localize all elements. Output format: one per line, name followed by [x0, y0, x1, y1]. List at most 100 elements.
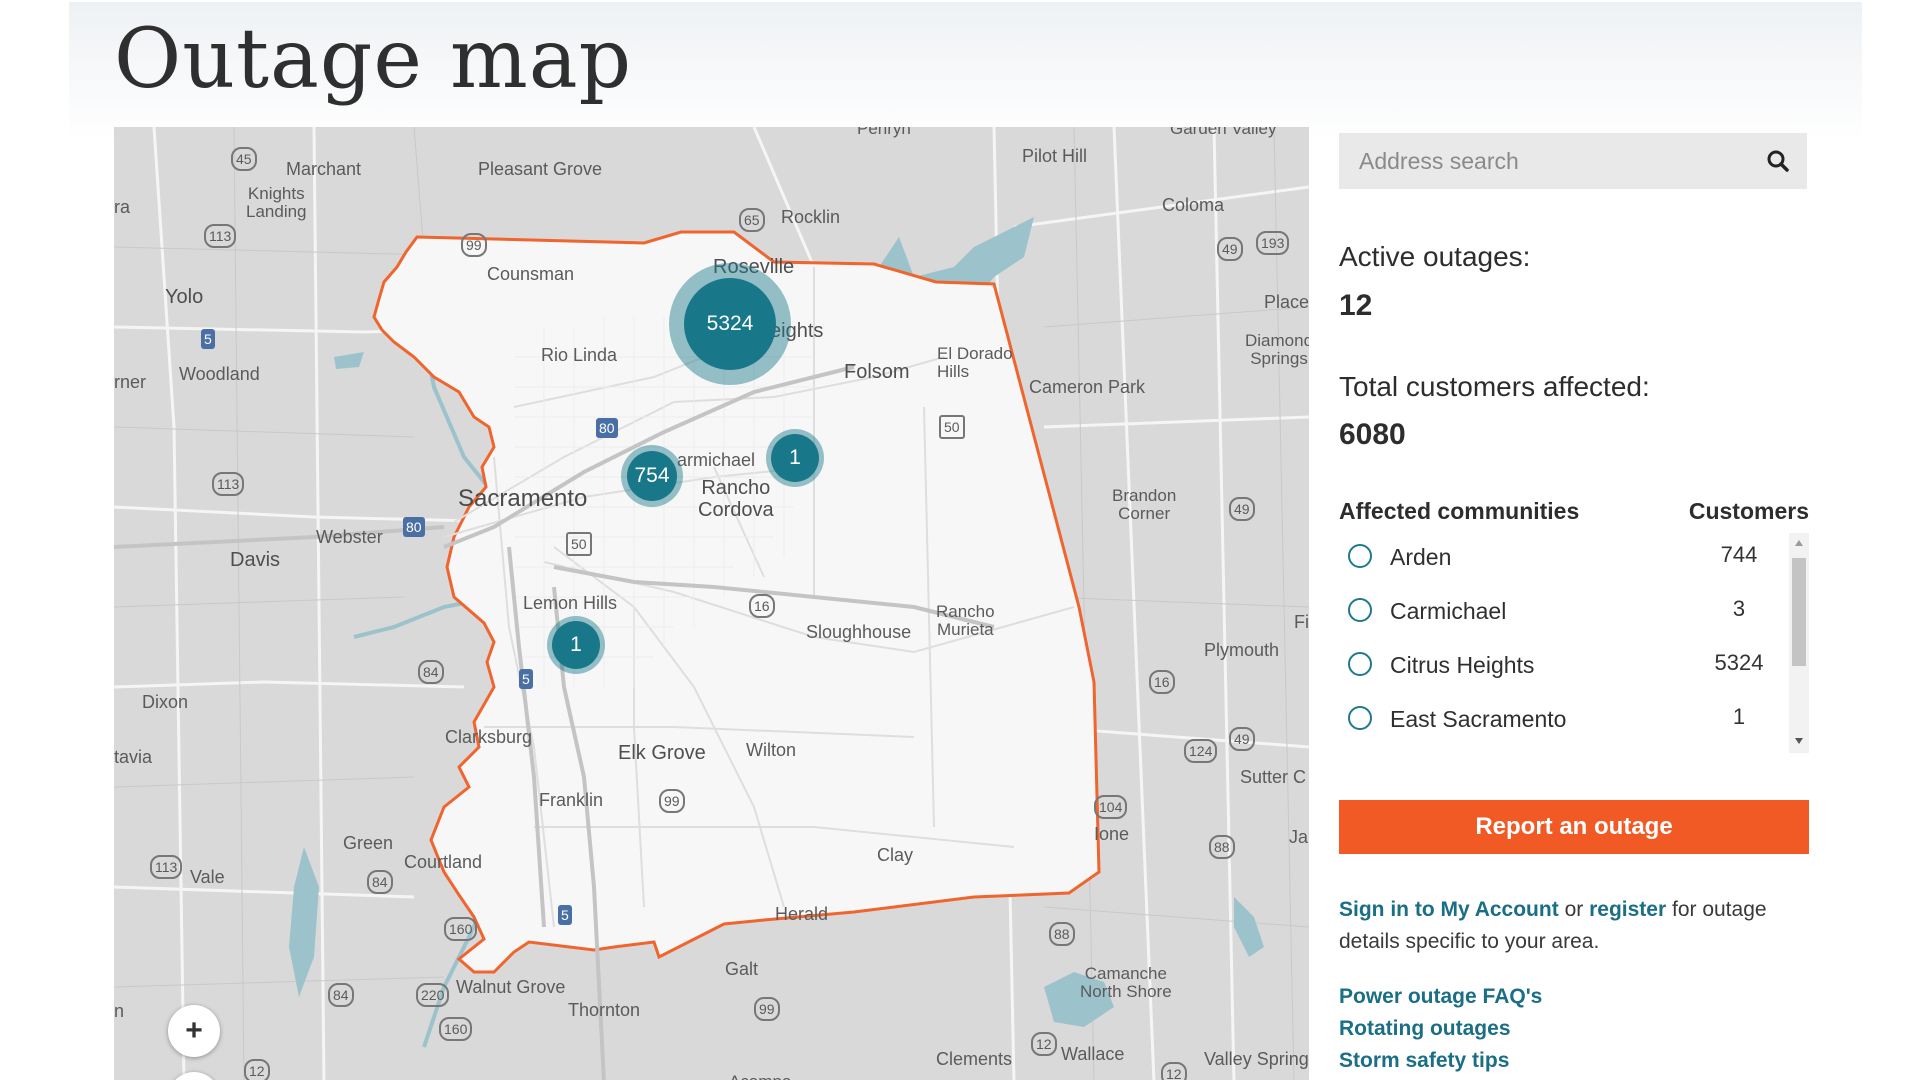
shield-193: 193 — [1256, 231, 1290, 255]
shield-65: 65 — [739, 208, 765, 232]
cluster-count: 754 — [634, 464, 670, 487]
shield-12c: 12 — [1161, 1062, 1187, 1080]
report-outage-button[interactable]: Report an outage — [1339, 800, 1809, 854]
outage-map[interactable]: 45 113 99 65 193 49 5 80 50 113 80 50 49… — [114, 127, 1309, 1080]
label-folsom: Folsom — [844, 361, 910, 383]
plus-icon: + — [185, 1014, 203, 1047]
active-outages-value: 12 — [1339, 289, 1373, 322]
zoom-out-button[interactable] — [168, 1072, 220, 1080]
rotating-outages-link[interactable]: Rotating outages — [1339, 1017, 1511, 1040]
storm-safety-tips-link[interactable]: Storm safety tips — [1339, 1049, 1510, 1072]
label-acampo: Acampo — [729, 1072, 791, 1080]
shield-88: 88 — [1209, 835, 1235, 859]
label-valley-springs: Valley Spring — [1204, 1049, 1309, 1069]
community-radio[interactable] — [1348, 598, 1372, 622]
shield-5c: 5 — [558, 905, 572, 925]
outage-cluster-lemon-hills[interactable]: 1 — [547, 616, 605, 674]
shield-99b: 99 — [659, 789, 685, 813]
outage-cluster-carmichael[interactable]: 754 — [621, 445, 683, 507]
community-radio[interactable] — [1348, 544, 1372, 568]
label-el-dorado-hills: El Dorado Hills — [937, 344, 1013, 381]
label-thornton: Thornton — [568, 1000, 641, 1020]
page-title: Outage map — [114, 12, 633, 107]
label-brandon-corner: Brandon Corner — [1112, 486, 1177, 523]
community-row-east-sacramento[interactable]: East Sacramento 1 — [1339, 702, 1779, 746]
label-green: Green — [343, 833, 394, 853]
label-courtland: Courtland — [404, 852, 483, 872]
community-name: Citrus Heights — [1390, 652, 1535, 678]
communities-list[interactable]: Arden 744 Carmichael 3 Citrus Heights 53… — [1339, 533, 1809, 753]
label-plymouth: Plymouth — [1204, 640, 1280, 660]
communities-scrollbar[interactable] — [1789, 533, 1809, 753]
scrollbar-graphic — [1792, 540, 1806, 744]
cluster-count: 5324 — [706, 312, 754, 335]
community-radio[interactable] — [1348, 706, 1372, 730]
community-name: Carmichael — [1390, 598, 1507, 624]
label-vale: Vale — [190, 867, 225, 887]
search-button[interactable] — [1749, 133, 1807, 189]
shield-84c: 84 — [328, 983, 354, 1007]
label-ione: Ione — [1094, 824, 1130, 844]
shield-220: 220 — [416, 983, 450, 1007]
shield-104: 104 — [1094, 795, 1128, 819]
label-edge-n: n — [114, 1001, 125, 1021]
label-sloughhouse: Sloughhouse — [806, 622, 912, 642]
address-search-input[interactable] — [1339, 133, 1759, 189]
shield-50: 50 — [939, 415, 965, 439]
community-row-arden[interactable]: Arden 744 — [1339, 540, 1779, 584]
scroll-down-arrow-icon[interactable] — [1795, 738, 1803, 744]
sign-in-link[interactable]: Sign in to My Account — [1339, 898, 1559, 921]
shield-88b: 88 — [1049, 922, 1075, 946]
community-customers: 1 — [1732, 704, 1746, 729]
outage-cluster-rancho-cordova[interactable]: 1 — [766, 429, 824, 487]
label-wilton: Wilton — [746, 740, 797, 760]
active-outages-label: Active outages: — [1339, 241, 1531, 272]
label-edge-ra: ra — [114, 197, 131, 217]
shield-160b: 160 — [439, 1017, 473, 1041]
label-clay: Clay — [877, 845, 914, 865]
zoom-in-button[interactable]: + — [168, 1005, 220, 1057]
community-row-citrus-heights[interactable]: Citrus Heights 5324 — [1339, 648, 1779, 692]
label-elk-grove: Elk Grove — [618, 742, 706, 764]
power-outage-faq-link[interactable]: Power outage FAQ's — [1339, 985, 1543, 1008]
outage-cluster-citrus-heights[interactable]: 5324 — [669, 263, 791, 385]
affected-communities-header: Affected communities — [1339, 498, 1580, 524]
signin-or: or — [1564, 898, 1584, 921]
label-rocklin: Rocklin — [781, 207, 841, 227]
shield-80b: 80 — [403, 517, 425, 537]
label-rancho-cordova: Rancho Cordova — [698, 477, 774, 521]
shield-5b: 5 — [519, 669, 533, 689]
community-name: Arden — [1390, 544, 1452, 570]
community-name: East Sacramento — [1390, 706, 1567, 732]
signin-rest: for outage details specific to your area… — [1339, 898, 1767, 953]
label-webster: Webster — [316, 527, 383, 547]
shield-113b: 113 — [212, 472, 245, 496]
urban-grid — [514, 317, 814, 687]
shield-99: 99 — [461, 233, 487, 257]
shield-99c: 99 — [754, 997, 780, 1021]
label-marchant: Marchant — [286, 159, 362, 179]
scroll-up-arrow-icon[interactable] — [1795, 540, 1803, 546]
label-edge-rner: rner — [114, 372, 147, 392]
page: Outage map — [69, 2, 1862, 1080]
community-radio[interactable] — [1348, 652, 1372, 676]
shield-16b: 16 — [1149, 670, 1175, 694]
shield-49b: 49 — [1229, 497, 1255, 521]
shield-49c: 49 — [1229, 727, 1255, 751]
map-canvas — [114, 127, 1309, 1080]
shield-160: 160 — [444, 917, 478, 941]
register-link[interactable]: register — [1589, 898, 1667, 921]
shield-113: 113 — [204, 224, 237, 248]
scrollbar-thumb[interactable] — [1792, 558, 1806, 666]
label-galt: Galt — [725, 959, 759, 979]
label-walnut-grove: Walnut Grove — [456, 977, 566, 997]
cluster-count: 1 — [570, 633, 582, 656]
label-clements: Clements — [936, 1049, 1013, 1069]
community-row-carmichael[interactable]: Carmichael 3 — [1339, 594, 1779, 638]
label-edge-fi: Fi — [1294, 612, 1309, 632]
label-placerville: Placer — [1264, 292, 1309, 312]
label-sutter-creek: Sutter C — [1240, 767, 1307, 787]
community-customers: 5324 — [1714, 650, 1764, 675]
label-pleasant-grove: Pleasant Grove — [478, 159, 603, 179]
label-edge-tavia: tavia — [114, 747, 153, 767]
